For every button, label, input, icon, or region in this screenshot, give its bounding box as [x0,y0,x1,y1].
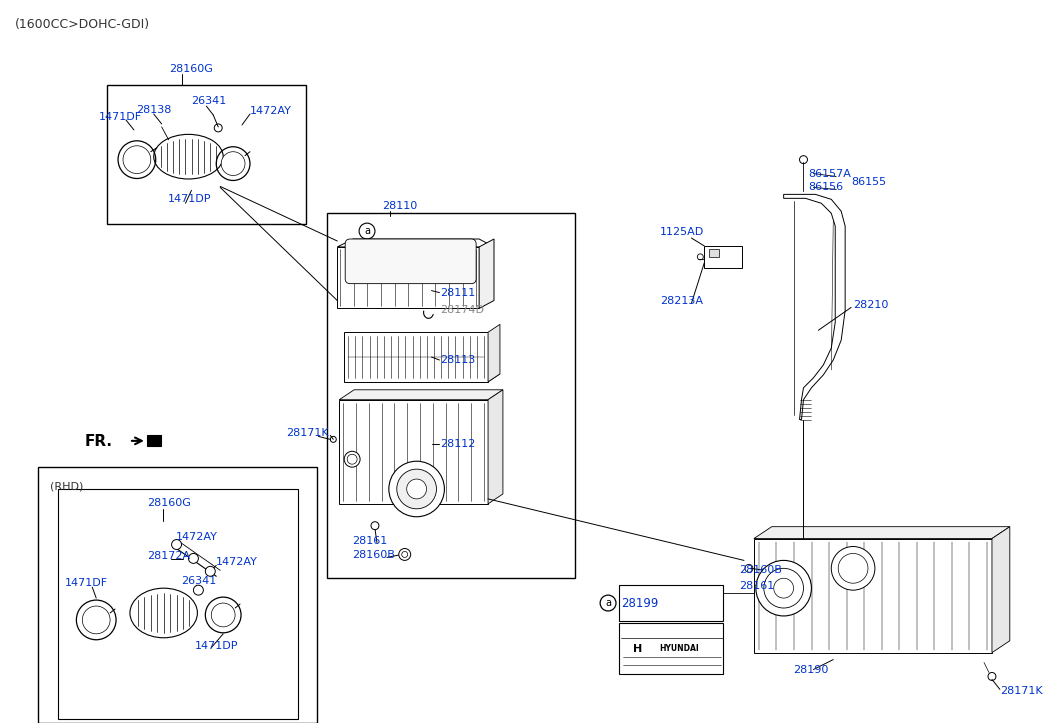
Polygon shape [339,400,488,504]
Polygon shape [344,374,500,382]
Circle shape [344,452,360,467]
Text: 28161: 28161 [738,582,774,591]
Bar [327,213,575,578]
Text: 28199: 28199 [621,597,659,610]
Text: 28210: 28210 [853,301,889,311]
Ellipse shape [130,588,197,637]
Bar [58,489,298,719]
Bar [619,623,723,674]
Circle shape [211,603,235,627]
Bar [709,249,720,257]
Polygon shape [488,325,500,382]
Circle shape [831,547,875,590]
Polygon shape [754,539,992,653]
Text: 86157A: 86157A [809,168,852,179]
Text: 28111: 28111 [441,287,475,298]
Text: 1471DP: 1471DP [168,195,211,204]
FancyBboxPatch shape [345,239,476,284]
Text: a: a [605,598,612,608]
Text: 1471DP: 1471DP [194,641,238,650]
Circle shape [371,522,379,530]
Text: 28190: 28190 [794,664,829,674]
Text: 28138: 28138 [136,105,171,115]
Text: HYUNDAI: HYUNDAI [660,644,700,653]
Bar [147,436,160,446]
Text: 28160B: 28160B [738,566,782,575]
Polygon shape [339,390,502,400]
Text: 1471DF: 1471DF [100,112,143,122]
Text: 28160G: 28160G [169,65,213,74]
Polygon shape [338,239,494,247]
Polygon shape [992,526,1010,653]
Bar [107,85,305,224]
Text: 28160B: 28160B [352,550,395,560]
Text: 26341: 26341 [192,96,227,106]
Text: 1125AD: 1125AD [660,227,704,237]
Polygon shape [479,239,494,309]
Circle shape [707,590,715,597]
Circle shape [988,672,996,680]
Circle shape [774,578,794,598]
Circle shape [206,566,215,576]
Text: 1472AY: 1472AY [216,558,258,568]
Text: (1600CC>DOHC-GDI): (1600CC>DOHC-GDI) [15,18,150,31]
Polygon shape [344,333,488,382]
Text: a: a [364,226,370,236]
Circle shape [123,146,151,174]
Circle shape [172,539,181,550]
Text: 28171K: 28171K [1000,686,1043,696]
Text: 1471DF: 1471DF [64,578,108,588]
Circle shape [407,479,427,499]
Text: H: H [634,644,642,653]
Text: 86156: 86156 [809,182,843,192]
Text: 28113: 28113 [441,355,475,365]
Polygon shape [784,195,845,420]
Circle shape [221,152,245,176]
Polygon shape [338,247,479,309]
Circle shape [397,469,436,509]
Text: 28172A: 28172A [147,552,190,561]
Polygon shape [488,390,502,504]
Ellipse shape [154,134,223,179]
Bar [704,246,742,268]
Text: 86155: 86155 [851,177,886,187]
Text: 1472AY: 1472AY [250,106,292,116]
Text: 28160G: 28160G [147,498,191,508]
Text: FR.: FR. [84,434,112,449]
Polygon shape [754,526,1010,539]
Text: 1472AY: 1472AY [175,531,217,542]
Text: 28161: 28161 [352,536,387,545]
Text: (RHD): (RHD) [49,482,83,492]
Text: 28213A: 28213A [660,295,703,306]
Text: 28110: 28110 [382,201,418,211]
Circle shape [389,461,445,517]
Text: 28112: 28112 [441,439,476,449]
Circle shape [193,585,204,595]
Circle shape [799,155,808,163]
Circle shape [82,606,110,634]
Bar [38,467,318,723]
Circle shape [189,553,198,563]
Circle shape [756,560,812,616]
Circle shape [745,564,753,572]
Bar [619,585,723,621]
Text: 28171K: 28171K [285,428,328,439]
Text: 26341: 26341 [181,576,217,586]
Circle shape [399,549,410,560]
Text: 28174D: 28174D [441,306,485,315]
